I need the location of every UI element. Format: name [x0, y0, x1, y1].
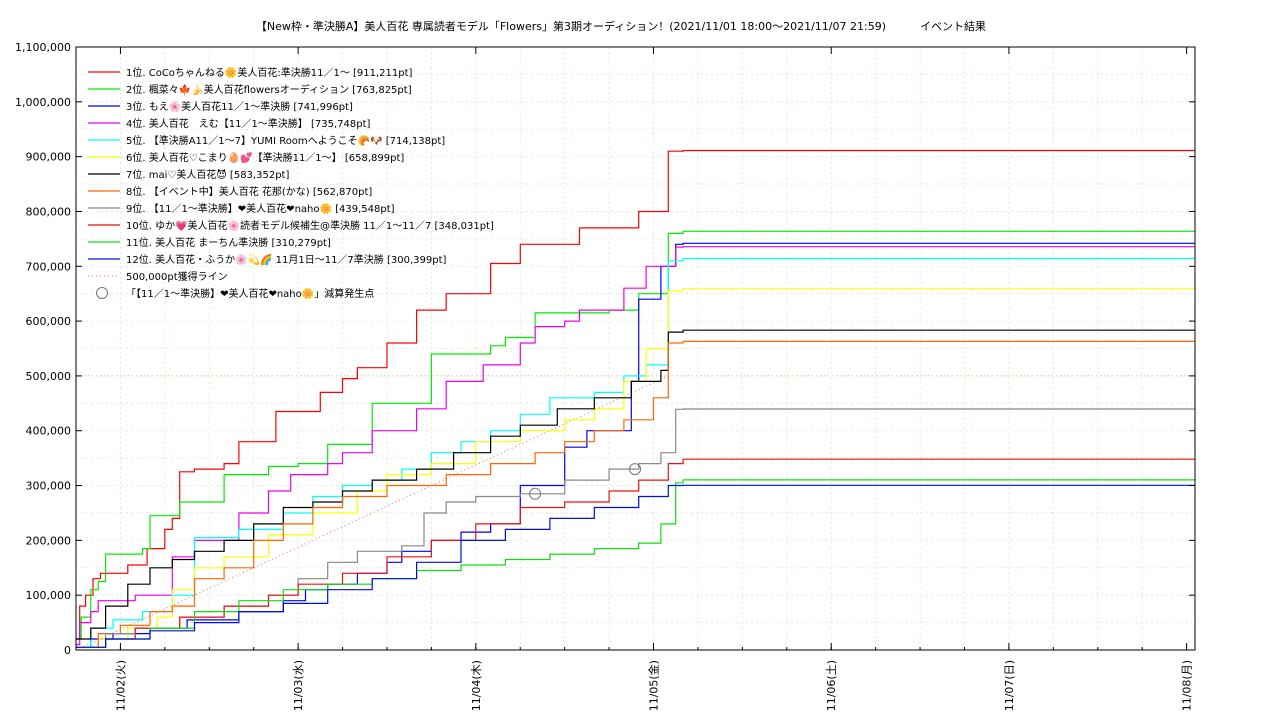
series-line-12: [76, 484, 1195, 648]
legend-label: 3位. もえ🌸美人百花11／1〜準決勝 [741,996pt]: [126, 100, 353, 113]
y-tick-label: 200,000: [26, 534, 72, 547]
legend-label: 6位. 美人百花♡こまり🥚💕【準決勝11／1〜】 [658,899pt]: [126, 151, 404, 164]
legend-marker: [96, 287, 108, 299]
y-tick-label: 100,000: [26, 589, 72, 602]
marker-layer: [529, 463, 642, 500]
legend-label: 8位. 【イベント中】美人百花 花那(かな) [562,870pt]: [126, 185, 372, 198]
chart-title: 【New枠・準決勝A】美人百花 専属読者モデル「Flowers」第3期オーディシ…: [256, 19, 886, 33]
series-line-8: [76, 340, 1195, 648]
reference-line: [75, 375, 669, 651]
plot-frame: [75, 46, 1196, 651]
legend-label: 11位. 美人百花 まーちん準決勝 [310,279pt]: [126, 236, 331, 249]
deduction-marker: [629, 463, 642, 476]
y-axis: 0 100,000 200,000 300,000 400,000 500,000 600,…: [15, 41, 1195, 657]
y-tick-label: 500,000: [26, 370, 72, 383]
series-line-11: [76, 479, 1195, 648]
legend-label: 500,000pt獲得ライン: [126, 270, 228, 283]
legend-label: 10位. ゆか💗美人百花🌸読者モデル候補生@準決勝 11／1〜11／7 [348…: [126, 219, 494, 232]
x-tick-label: 11/06(土): [825, 660, 838, 711]
y-tick-label: 900,000: [26, 151, 72, 164]
series-line-3: [76, 242, 1195, 648]
y-tick-label: 1,100,000: [15, 41, 71, 54]
series-line-5: [76, 257, 1195, 648]
series-line-1: [76, 149, 1195, 640]
y-tick-label: 1,000,000: [15, 96, 71, 109]
x-tick-label: 11/02(火): [114, 660, 127, 711]
y-tick-label: 400,000: [26, 425, 72, 438]
legend-label: 4位. 美人百花 えむ【11／1〜準決勝】 [735,748pt]: [126, 117, 371, 130]
legend-label: 2位. 楓菜々🍁🍌美人百花flowersオーディション [763,825pt]: [126, 83, 412, 96]
x-tick-label: 11/05(金): [647, 660, 661, 711]
x-tick-label: 11/08(月): [1181, 660, 1194, 711]
y-tick-label: 700,000: [26, 260, 72, 273]
y-tick-label: 800,000: [26, 205, 72, 218]
y-tick-label: 300,000: [26, 480, 72, 493]
legend-label: 「【11／1〜準決勝】❤美人百花❤naho🌼」減算発生点: [126, 287, 374, 300]
x-tick-label: 11/03(水): [292, 660, 305, 711]
legend: 1位. CoCoちゃんねる🌼美人百花:準決勝11／1〜 [911,211pt] 2…: [88, 66, 494, 300]
legend-label: 5位. 【準決勝A11／1〜7】YUMI Roomへようこそ🥐🐶 [714,13…: [126, 134, 445, 147]
series-line-10: [76, 458, 1195, 648]
legend-label: 9位. 【11／1〜準決勝】❤美人百花❤naho🌼 [439,548pt]: [126, 202, 395, 215]
x-tick-label: 11/07(日): [1003, 660, 1016, 711]
series-layer: [76, 149, 1195, 648]
y-tick-label: 0: [64, 644, 71, 657]
x-axis: 11/02(火) 11/03(水) 11/04(木) 11/05(金) 11/06(土)…: [75, 47, 1194, 711]
x-tick-label: 11/04(木): [470, 660, 483, 711]
legend-label: 12位. 美人百花・ふうか🌸💫🌈 11月1日〜11／7準決勝 [300,399p…: [126, 253, 446, 266]
series-line-4: [76, 246, 1195, 646]
legend-label: 1位. CoCoちゃんねる🌼美人百花:準決勝11／1〜 [911,211pt]: [126, 66, 413, 79]
deduction-marker: [529, 487, 542, 500]
legend-label: 7位. mai♡美人百花😈 [583,352pt]: [126, 168, 289, 181]
reference-line-layer: [75, 375, 1195, 651]
y-tick-label: 600,000: [26, 315, 72, 328]
chart-subtitle: イベント結果: [920, 19, 986, 33]
series-line-6: [76, 288, 1195, 648]
series-line-7: [76, 329, 1195, 640]
